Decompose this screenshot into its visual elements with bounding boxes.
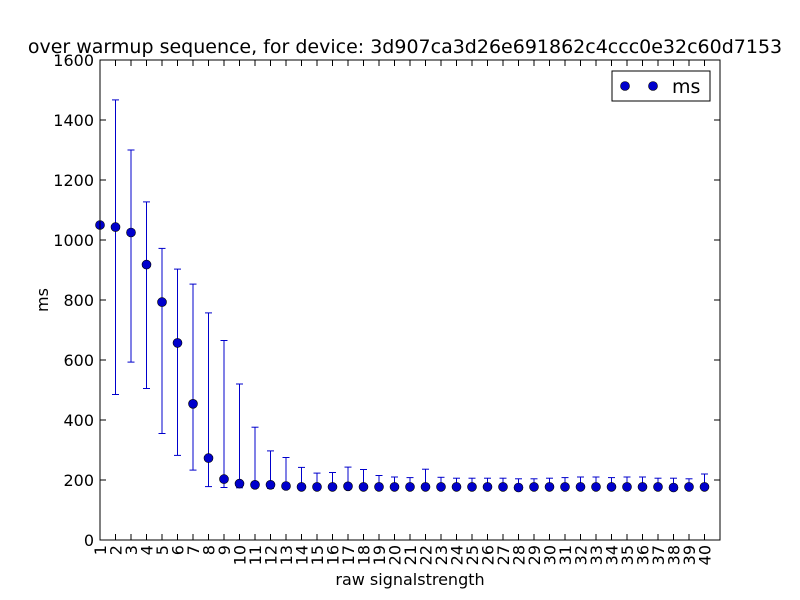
- x-axis-label: raw signalstrength: [335, 570, 484, 589]
- x-tick-label: 7: [184, 545, 203, 555]
- x-tick-label: 1: [91, 545, 110, 555]
- data-point: [606, 482, 617, 492]
- data-point: [358, 482, 369, 492]
- data-point: [110, 222, 121, 232]
- data-point: [343, 481, 353, 492]
- data-point: [575, 482, 586, 492]
- data-point: [265, 479, 276, 490]
- data-point: [250, 479, 260, 490]
- legend-marker: [620, 81, 630, 91]
- x-tick-label: 30: [541, 545, 560, 565]
- data-point: [467, 482, 477, 492]
- x-tick-label: 13: [277, 545, 296, 565]
- data-point: [126, 227, 136, 238]
- y-tick-label: 1400: [53, 111, 94, 130]
- x-tick-label: 3: [122, 545, 141, 555]
- x-tick-label: 11: [246, 545, 265, 565]
- data-point: [405, 482, 415, 492]
- plot-marks: 0200400600800100012001400160012345678910…: [53, 51, 720, 565]
- x-tick-label: 19: [370, 545, 389, 565]
- x-tick-label: 23: [432, 545, 451, 565]
- data-point: [420, 482, 431, 492]
- data-point: [234, 478, 245, 489]
- data-point: [172, 338, 183, 348]
- x-tick-label: 17: [339, 545, 358, 565]
- data-point: [668, 482, 679, 493]
- legend-marker: [648, 81, 658, 91]
- data-point: [281, 481, 291, 491]
- data-point: [544, 482, 555, 492]
- x-tick-label: 10: [231, 545, 250, 565]
- x-tick-label: 4: [138, 545, 157, 555]
- x-tick-label: 14: [293, 545, 312, 565]
- y-tick-label: 600: [63, 351, 94, 370]
- data-point: [482, 482, 493, 492]
- x-tick-label: 12: [262, 545, 281, 565]
- data-point: [498, 482, 508, 492]
- legend-label: ms: [672, 76, 700, 98]
- x-tick-label: 15: [308, 545, 327, 565]
- x-tick-label: 33: [587, 545, 606, 565]
- data-point: [374, 482, 384, 492]
- data-point: [653, 482, 663, 492]
- data-point: [560, 482, 570, 492]
- x-tick-label: 27: [494, 545, 513, 565]
- x-tick-label: 32: [572, 545, 591, 565]
- x-tick-label: 26: [479, 545, 498, 565]
- data-point: [296, 482, 307, 492]
- data-point: [157, 297, 167, 307]
- x-tick-label: 18: [355, 545, 374, 565]
- x-tick-label: 29: [525, 545, 544, 565]
- x-tick-label: 20: [386, 545, 405, 565]
- data-point: [312, 482, 322, 492]
- y-tick-label: 1200: [53, 171, 94, 190]
- x-tick-label: 37: [649, 545, 668, 565]
- x-tick-label: 36: [634, 545, 653, 565]
- x-tick-label: 25: [463, 545, 482, 565]
- data-point: [622, 482, 632, 492]
- x-tick-label: 6: [169, 545, 188, 555]
- y-tick-label: 800: [63, 291, 94, 310]
- x-tick-label: 28: [510, 545, 529, 565]
- x-tick-label: 8: [200, 545, 219, 555]
- x-tick-label: 40: [696, 545, 715, 565]
- x-tick-label: 24: [448, 545, 467, 565]
- x-tick-label: 22: [417, 545, 436, 565]
- y-tick-label: 200: [63, 471, 94, 490]
- data-point: [684, 482, 694, 492]
- x-tick-label: 39: [680, 545, 699, 565]
- data-point: [219, 474, 229, 484]
- x-tick-label: 31: [556, 545, 575, 565]
- x-tick-label: 9: [215, 545, 234, 555]
- x-tick-label: 38: [665, 545, 684, 565]
- data-point: [203, 453, 214, 463]
- data-point: [451, 482, 462, 492]
- data-point: [699, 482, 710, 492]
- data-point: [141, 259, 152, 270]
- x-tick-label: 35: [618, 545, 637, 565]
- x-tick-label: 21: [401, 545, 420, 565]
- x-tick-label: 2: [107, 545, 126, 555]
- y-tick-label: 1000: [53, 231, 94, 250]
- y-tick-label: 0: [84, 531, 94, 550]
- y-tick-label: 1600: [53, 51, 94, 70]
- data-point: [389, 482, 400, 492]
- legend: ms: [611, 70, 711, 102]
- data-point: [513, 482, 524, 493]
- data-point: [327, 482, 338, 492]
- data-point: [188, 398, 198, 409]
- y-tick-label: 400: [63, 411, 94, 430]
- x-tick-label: 16: [324, 545, 343, 565]
- x-tick-label: 34: [603, 545, 622, 565]
- x-tick-label: 5: [153, 545, 172, 555]
- data-point: [529, 482, 539, 492]
- chart-title: over warmup sequence, for device: 3d907c…: [28, 36, 782, 58]
- data-point: [436, 482, 446, 492]
- data-point: [591, 482, 601, 492]
- data-point: [637, 482, 648, 492]
- y-axis-label: ms: [33, 288, 52, 312]
- plot-frame: [99, 59, 721, 541]
